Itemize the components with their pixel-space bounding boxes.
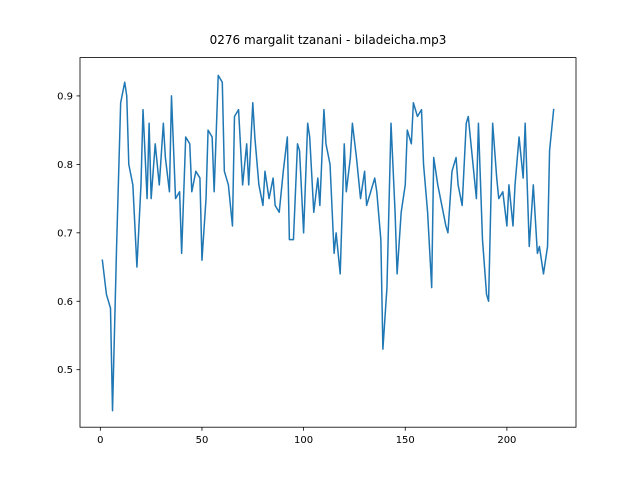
chart-title: 0276 margalit tzanani - biladeicha.mp3 <box>210 33 447 47</box>
x-tick-label: 100 <box>294 435 313 446</box>
y-tick-label: 0.6 <box>57 297 73 308</box>
x-tick-label: 50 <box>196 435 209 446</box>
y-tick-label: 0.5 <box>57 365 73 376</box>
y-tick-label: 0.8 <box>57 160 73 171</box>
data-line <box>101 74 555 412</box>
x-tick-label: 200 <box>497 435 516 446</box>
axes-frame <box>79 57 577 428</box>
x-tick-label: 0 <box>97 435 103 446</box>
y-tick-label: 0.7 <box>57 228 73 239</box>
y-tick-label: 0.9 <box>57 91 73 102</box>
x-tick-label: 150 <box>396 435 415 446</box>
plot-area <box>101 74 555 412</box>
